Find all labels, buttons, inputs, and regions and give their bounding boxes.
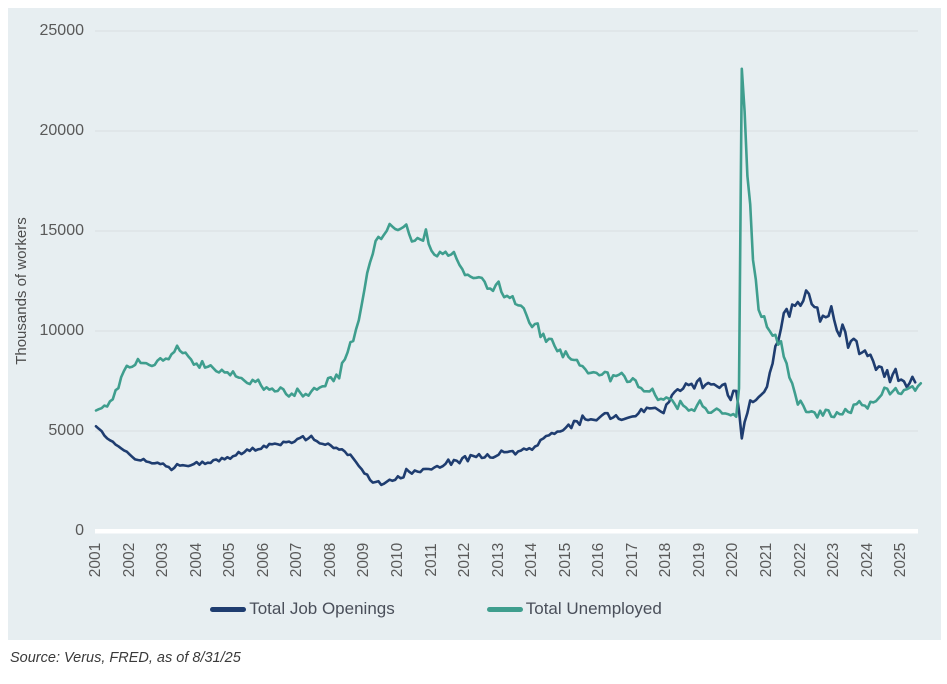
x-tick-label: 2024 bbox=[858, 542, 876, 578]
x-tick-label: 2007 bbox=[288, 542, 306, 578]
chart-panel bbox=[8, 8, 941, 640]
x-tick-label: 2018 bbox=[657, 542, 675, 578]
x-tick-label: 2001 bbox=[87, 542, 104, 578]
x-axis-line bbox=[95, 529, 918, 534]
x-tick-label: 2015 bbox=[556, 542, 574, 578]
x-tick-label: 2021 bbox=[758, 542, 775, 578]
series-line-1 bbox=[94, 67, 923, 419]
x-tick-label: 2008 bbox=[321, 542, 339, 578]
y-tick-label: 10000 bbox=[39, 322, 85, 339]
x-tick-label: 2003 bbox=[154, 542, 172, 578]
x-tick-label: 2009 bbox=[355, 542, 373, 578]
source-note: Source: Verus, FRED, as of 8/31/25 bbox=[10, 650, 241, 666]
y-tick-label: 5000 bbox=[48, 422, 84, 439]
x-tick-label: 2011 bbox=[422, 543, 440, 577]
unemployed-line-swatch bbox=[486, 606, 523, 612]
x-tick-label: 2014 bbox=[523, 542, 541, 578]
x-tick-label: 2017 bbox=[623, 542, 641, 578]
x-tick-label: 2005 bbox=[221, 542, 239, 578]
x-tick-label: 2020 bbox=[724, 542, 742, 578]
x-tick-label: 2006 bbox=[254, 542, 272, 578]
y-tick-label: 20000 bbox=[39, 122, 85, 139]
job-openings-line-swatch bbox=[210, 606, 247, 612]
x-tick-label: 2016 bbox=[590, 542, 608, 578]
legend-label-unemployed: Total Unemployed bbox=[525, 599, 662, 618]
chart-legend: Total Job Openings Total Unemployed bbox=[96, 596, 776, 622]
x-tick-label: 2023 bbox=[825, 542, 843, 578]
y-tick-label: 0 bbox=[75, 522, 84, 539]
legend-label-job-openings: Total Job Openings bbox=[249, 599, 395, 618]
legend-item-unemployed: Total Unemployed bbox=[486, 599, 662, 619]
x-tick-label: 2019 bbox=[690, 542, 708, 578]
x-tick-label: 2025 bbox=[892, 542, 910, 578]
series-line-0 bbox=[94, 289, 917, 487]
x-tick-label: 2002 bbox=[120, 542, 138, 578]
x-tick-label: 2010 bbox=[388, 542, 406, 578]
x-tick-label: 2012 bbox=[456, 542, 474, 578]
y-tick-label: 25000 bbox=[39, 22, 85, 39]
legend-item-job-openings: Total Job Openings bbox=[210, 599, 395, 619]
x-tick-label: 2004 bbox=[187, 542, 205, 578]
y-tick-label: 15000 bbox=[39, 222, 85, 239]
x-tick-label: 2013 bbox=[489, 542, 507, 578]
x-tick-label: 2022 bbox=[791, 542, 809, 578]
